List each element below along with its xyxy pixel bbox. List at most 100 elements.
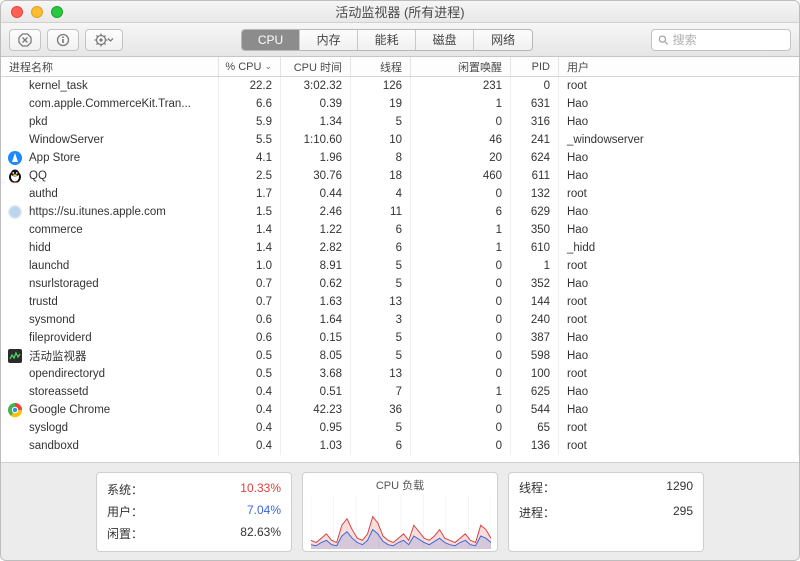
cpu-pct: 6.6 xyxy=(219,95,281,113)
table-row[interactable]: opendirectoryd0.53.68130100root xyxy=(1,365,799,383)
table-row[interactable]: QQ2.530.7618460611Hao xyxy=(1,167,799,185)
header-cpu[interactable]: % CPU⌄ xyxy=(219,57,281,76)
user: root xyxy=(559,293,799,311)
idle-wake: 0 xyxy=(411,401,511,419)
threads: 36 xyxy=(351,401,411,419)
pid: 1 xyxy=(511,257,559,275)
header-process-name[interactable]: 进程名称 xyxy=(1,57,219,76)
idle-wake: 0 xyxy=(411,419,511,437)
stop-process-button[interactable] xyxy=(9,29,41,51)
totals-panel: 线程：1290 进程：295 xyxy=(508,472,704,552)
header-idle-wake[interactable]: 闲置唤醒 xyxy=(411,57,511,76)
threads: 10 xyxy=(351,131,411,149)
user: root xyxy=(559,311,799,329)
user: root xyxy=(559,185,799,203)
table-row[interactable]: hidd1.42.8261610_hidd xyxy=(1,239,799,257)
pid: 350 xyxy=(511,221,559,239)
table-row[interactable]: 活动监视器0.58.0550598Hao xyxy=(1,347,799,365)
cpu-time: 0.44 xyxy=(281,185,351,203)
threads: 3 xyxy=(351,311,411,329)
process-name: fileproviderd xyxy=(29,332,92,344)
idle-wake: 1 xyxy=(411,221,511,239)
search-field[interactable] xyxy=(651,29,791,51)
idle-label: 闲置： xyxy=(107,525,143,542)
header-user[interactable]: 用户 xyxy=(559,57,799,76)
cpu-pct: 2.5 xyxy=(219,167,281,185)
table-row[interactable]: WindowServer5.51:10.601046241_windowserv… xyxy=(1,131,799,149)
user: Hao xyxy=(559,149,799,167)
table-row[interactable]: App Store4.11.96820624Hao xyxy=(1,149,799,167)
pid: 65 xyxy=(511,419,559,437)
table-row[interactable]: pkd5.91.3450316Hao xyxy=(1,113,799,131)
tab-cpu[interactable]: CPU xyxy=(242,30,300,50)
table-row[interactable]: sandboxd0.41.0360136root xyxy=(1,437,799,455)
cpu-pct: 0.7 xyxy=(219,293,281,311)
threads: 5 xyxy=(351,329,411,347)
table-row[interactable]: fileproviderd0.60.1550387Hao xyxy=(1,329,799,347)
tab-磁盘[interactable]: 磁盘 xyxy=(416,30,474,50)
threads: 5 xyxy=(351,257,411,275)
tab-内存[interactable]: 内存 xyxy=(300,30,358,50)
table-row[interactable]: com.apple.CommerceKit.Tran...6.60.391916… xyxy=(1,95,799,113)
table-row[interactable]: sysmond0.61.6430240root xyxy=(1,311,799,329)
table-row[interactable]: nsurlstoraged0.70.6250352Hao xyxy=(1,275,799,293)
qq-icon xyxy=(7,168,23,184)
user: root xyxy=(559,419,799,437)
cpu-time: 2.82 xyxy=(281,239,351,257)
cpu-time: 3.68 xyxy=(281,365,351,383)
cpu-percent-panel: 系统：10.33% 用户：7.04% 闲置：82.63% xyxy=(96,472,292,552)
table-row[interactable]: https://su.itunes.apple.com1.52.46116629… xyxy=(1,203,799,221)
activity-icon xyxy=(7,348,23,364)
idle-wake: 460 xyxy=(411,167,511,185)
search-input[interactable] xyxy=(673,33,784,47)
header-pid[interactable]: PID xyxy=(511,57,559,76)
inspect-process-button[interactable] xyxy=(47,29,79,51)
options-menu-button[interactable] xyxy=(85,29,123,51)
idle-wake: 0 xyxy=(411,113,511,131)
cpu-pct: 1.4 xyxy=(219,221,281,239)
table-row[interactable]: launchd1.08.91501root xyxy=(1,257,799,275)
user: Hao xyxy=(559,329,799,347)
table-row[interactable]: commerce1.41.2261350Hao xyxy=(1,221,799,239)
stop-icon xyxy=(18,33,32,47)
table-row[interactable]: trustd0.71.63130144root xyxy=(1,293,799,311)
window-title: 活动监视器 (所有进程) xyxy=(1,2,799,21)
user: _hidd xyxy=(559,239,799,257)
pid: 611 xyxy=(511,167,559,185)
threads: 4 xyxy=(351,185,411,203)
header-cpu-time[interactable]: CPU 时间 xyxy=(281,57,351,76)
process-name: syslogd xyxy=(29,422,68,434)
idle-wake: 20 xyxy=(411,149,511,167)
idle-wake: 231 xyxy=(411,77,511,95)
table-row[interactable]: storeassetd0.40.5171625Hao xyxy=(1,383,799,401)
idle-wake: 0 xyxy=(411,257,511,275)
idle-wake: 1 xyxy=(411,383,511,401)
pid: 598 xyxy=(511,347,559,365)
table-row[interactable]: Google Chrome0.442.23360544Hao xyxy=(1,401,799,419)
pid: 0 xyxy=(511,77,559,95)
table-row[interactable]: syslogd0.40.955065root xyxy=(1,419,799,437)
table-row[interactable]: kernel_task22.23:02.321262310root xyxy=(1,77,799,95)
threads: 5 xyxy=(351,347,411,365)
threads: 8 xyxy=(351,149,411,167)
cpu-pct: 5.5 xyxy=(219,131,281,149)
cpu-pct: 0.7 xyxy=(219,275,281,293)
cpu-pct: 0.4 xyxy=(219,401,281,419)
process-name: trustd xyxy=(29,296,58,308)
pid: 136 xyxy=(511,437,559,455)
pid: 240 xyxy=(511,311,559,329)
tab-网络[interactable]: 网络 xyxy=(474,30,532,50)
cpu-time: 1.64 xyxy=(281,311,351,329)
table-row[interactable]: authd1.70.4440132root xyxy=(1,185,799,203)
user: Hao xyxy=(559,347,799,365)
cpu-load-chart-panel: CPU 负载 xyxy=(302,472,498,552)
user: Hao xyxy=(559,167,799,185)
pid: 544 xyxy=(511,401,559,419)
titlebar[interactable]: 活动监视器 (所有进程) xyxy=(1,1,799,23)
tab-能耗[interactable]: 能耗 xyxy=(358,30,416,50)
process-name: authd xyxy=(29,188,58,200)
pid: 629 xyxy=(511,203,559,221)
header-threads[interactable]: 线程 xyxy=(351,57,411,76)
user-label: 用户： xyxy=(107,503,143,520)
pid: 132 xyxy=(511,185,559,203)
